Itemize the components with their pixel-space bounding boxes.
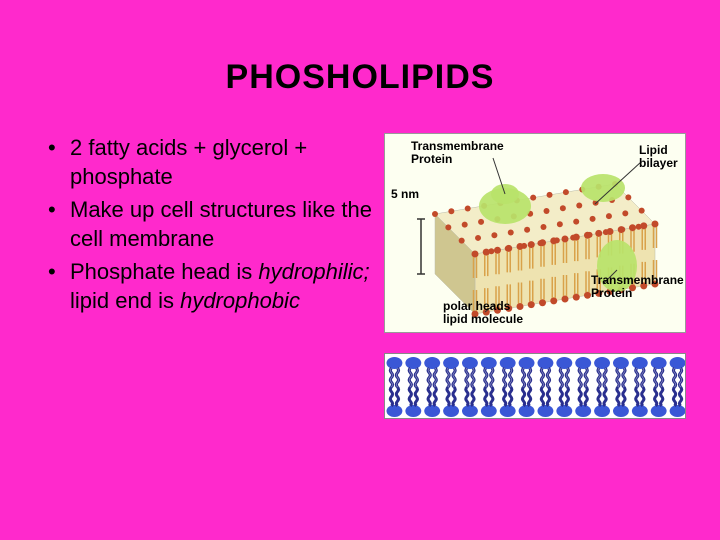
bullet-item: 2 fatty acids + glycerol + phosphate — [48, 133, 378, 191]
label-lipid-bilayer: Lipid bilayer — [639, 144, 678, 170]
bilayer-strip-svg — [385, 354, 686, 419]
content-row: 2 fatty acids + glycerol + phosphate Mak… — [0, 133, 720, 419]
images-column: Transmembrane Protein Lipid bilayer 5 nm… — [378, 133, 710, 419]
bullet-text: lipid end is — [70, 288, 180, 313]
label-polar-heads: polar heads lipid molecule — [443, 300, 523, 326]
label-scale: 5 nm — [391, 188, 419, 201]
label-transmembrane-bottom: Transmembrane Protein — [591, 274, 684, 300]
bullet-item: Make up cell structures like the cell me… — [48, 195, 378, 253]
bullet-item: Phosphate head is hydrophilic; lipid end… — [48, 257, 378, 315]
bilayer-strip-diagram — [384, 353, 686, 419]
bullet-text-italic: hydrophilic; — [258, 259, 369, 284]
bullet-list: 2 fatty acids + glycerol + phosphate Mak… — [48, 133, 378, 419]
bullet-text: Phosphate head is — [70, 259, 258, 284]
bullet-text: Make up cell structures like the cell me… — [70, 197, 372, 251]
bullet-text: 2 fatty acids + glycerol + phosphate — [70, 135, 307, 189]
label-transmembrane-top: Transmembrane Protein — [411, 140, 504, 166]
slide-title: PHOSHOLIPIDS — [0, 0, 720, 97]
bilayer-3d-diagram: Transmembrane Protein Lipid bilayer 5 nm… — [384, 133, 686, 333]
bullet-text-italic: hydrophobic — [180, 288, 300, 313]
